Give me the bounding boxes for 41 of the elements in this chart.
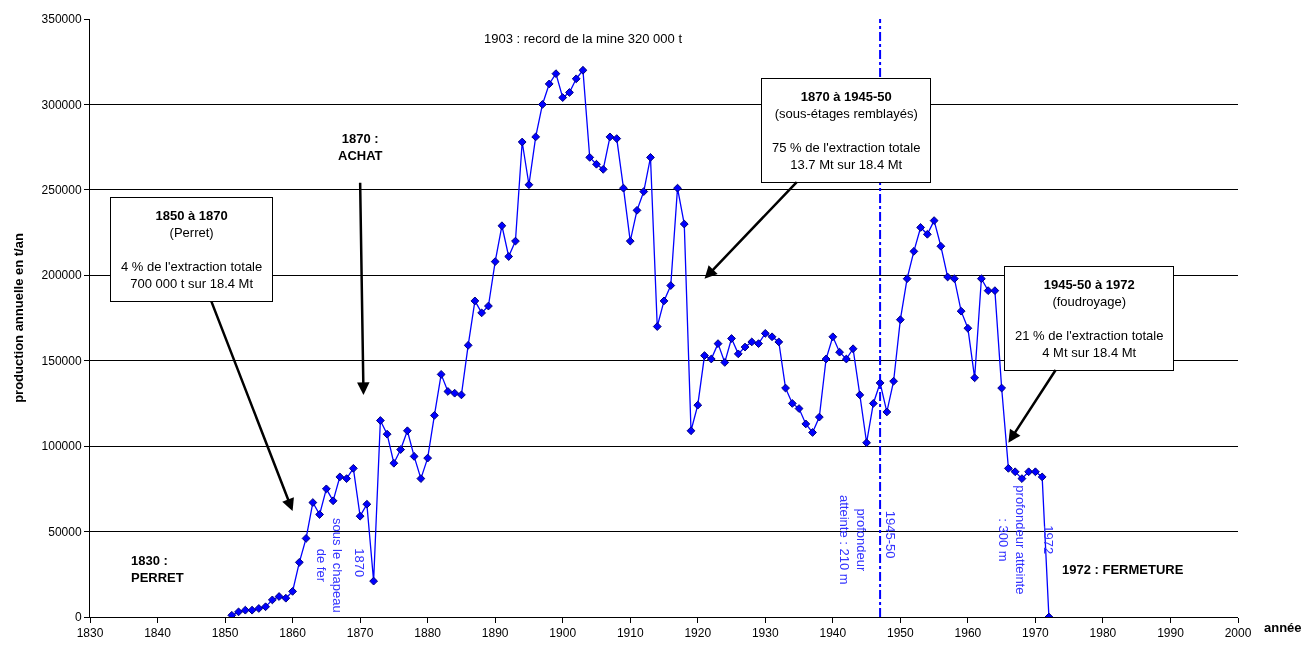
x-tick-label: 1840 [144, 626, 172, 641]
x-tick-label: 1940 [819, 626, 847, 641]
annotation: sous le chapeau de fer [313, 518, 346, 613]
annotation: 1972 : FERMETURE [1062, 562, 1184, 577]
y-tick-label: 300000 [41, 97, 82, 112]
x-tick-label: 1890 [481, 626, 509, 641]
y-axis-title: production annuelle en t/an [10, 233, 26, 403]
x-tick-label: 1930 [751, 626, 779, 641]
x-tick-label: 1910 [616, 626, 644, 641]
x-tick-label: 1980 [1089, 626, 1117, 641]
x-tick-label: 1960 [954, 626, 982, 641]
x-tick-label: 1830 [76, 626, 104, 641]
x-tick-label: 1970 [1022, 626, 1050, 641]
y-tick-label: 200000 [41, 268, 82, 283]
y-tick-label: 350000 [41, 12, 82, 27]
annotation: 1870 [352, 548, 368, 578]
y-tick-label: 150000 [41, 353, 82, 368]
y-tick-label: 250000 [41, 183, 82, 198]
text: 1850 à 1870 (Perret) 4 % de l'extraction totale 700 000 t sur 18.4 Mt [121, 208, 263, 291]
x-tick-label: 2000 [1224, 626, 1252, 641]
annotation: profondeur atteinte : 300 m [995, 485, 1028, 595]
x-axis-title: année [1264, 620, 1302, 635]
y-tick-label: 50000 [48, 524, 82, 539]
annotation: 1903 : record de la mine 320 000 t [484, 31, 683, 46]
x-tick-label: 1880 [414, 626, 442, 641]
x-tick-label: 1850 [211, 626, 239, 641]
x-tick-label: 1900 [549, 626, 577, 641]
annotation: 1830 : PERRET [131, 553, 184, 585]
y-tick-label: 100000 [41, 439, 82, 454]
x-tick-label: 1950 [887, 626, 915, 641]
text: 1945-50 à 1972 (foudroyage) 21 % de l'extraction totale 4 Mt sur 18.4 Mt [1015, 277, 1164, 360]
x-tick-label: 1870 [346, 626, 374, 641]
annotation: 1945-50 [883, 510, 899, 559]
text: 1870 à 1945-50 (sous-étages remblayés) 75 % de l'extraction totale 13.7 Mt sur 18.4 Mt [772, 89, 921, 172]
annotation: profondeur atteinte : 210 m [837, 495, 870, 585]
annotation: 1870 : ACHAT [338, 131, 383, 163]
y-tick-label: 0 [74, 610, 82, 625]
x-tick-label: 1990 [1157, 626, 1185, 641]
x-tick-label: 1920 [684, 626, 712, 641]
annotation: 1972 [1041, 525, 1057, 555]
x-tick-label: 1860 [279, 626, 307, 641]
